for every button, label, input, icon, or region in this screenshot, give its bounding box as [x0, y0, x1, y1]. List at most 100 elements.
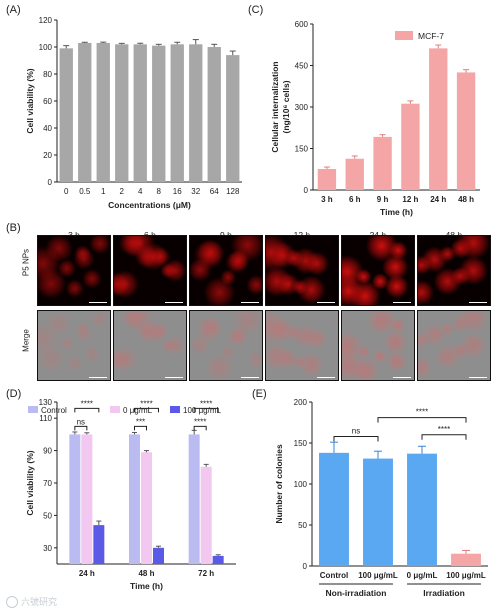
y-tick-label: 600: [295, 20, 309, 29]
significance-label: ns: [352, 426, 360, 435]
legend-label: 100 μg/mL: [183, 406, 222, 415]
significance-bracket: [193, 425, 207, 431]
significance-bracket: [333, 435, 379, 442]
bar: [317, 168, 337, 190]
y-axis-title-line1: Cellular internalization: [270, 61, 280, 152]
bar: [78, 42, 92, 183]
merge-image: [113, 310, 187, 381]
merge-image: [37, 310, 111, 381]
watermark-logo-icon: [6, 595, 18, 608]
x-tick-label: 9 h: [377, 195, 389, 204]
y-tick-label: 130: [39, 398, 53, 407]
bar: [96, 42, 110, 183]
scale-bar: [89, 302, 107, 303]
y-tick-label: 0: [303, 562, 308, 571]
fluorescence-image: [417, 235, 491, 306]
x-tick-label: 64: [210, 187, 219, 196]
x-tick-label: Control: [320, 571, 348, 580]
y-tick-label: 0: [48, 178, 53, 187]
significance-bracket: [134, 407, 159, 413]
bar: [345, 158, 364, 190]
bar: [153, 547, 164, 564]
significance-bracket: [193, 407, 219, 413]
y-tick-label: 300: [295, 103, 309, 112]
y-tick-label: 60: [43, 97, 52, 106]
bar: [170, 44, 184, 182]
x-tick-label: 2: [120, 187, 125, 196]
y-tick-label: 450: [295, 62, 309, 71]
x-tick-label: 32: [191, 187, 200, 196]
y-axis-title: Cell viability (%): [25, 450, 35, 515]
y-tick-label: 30: [43, 544, 52, 553]
bar: [319, 452, 349, 566]
x-tick-label: 3 h: [321, 195, 333, 204]
panel-letter-d: (D): [6, 388, 22, 400]
x-tick-label: 48 h: [138, 569, 154, 578]
bar: [189, 44, 203, 182]
legend-swatch: [395, 31, 413, 40]
y-tick-label: 20: [43, 151, 52, 160]
legend-label: Control: [41, 406, 67, 415]
y-tick-label: 50: [43, 511, 52, 520]
group-label: Irradiation: [423, 588, 465, 598]
bar: [212, 555, 224, 564]
legend-label: MCF-7: [418, 31, 444, 41]
bar: [81, 434, 93, 564]
significance-label: ****: [200, 399, 212, 408]
legend-swatch: [110, 406, 120, 413]
significance-label: ****: [81, 399, 93, 408]
y-tick-label: 50: [298, 521, 307, 530]
fluorescence-image: [189, 235, 263, 306]
y-axis-title-line2: (ng/10⁶ cells): [281, 80, 291, 133]
x-tick-label: 0.5: [79, 187, 91, 196]
x-axis-title: Concentrations (μM): [108, 200, 191, 210]
significance-label: ****: [140, 399, 152, 408]
y-tick-label: 100: [294, 480, 308, 489]
watermark: 六號研究: [6, 595, 57, 608]
y-tick-label: 0: [304, 186, 309, 195]
bar: [59, 48, 73, 182]
legend-swatch: [170, 406, 180, 413]
x-tick-label: 0 μg/mL: [407, 571, 438, 580]
y-tick-label: 120: [39, 16, 53, 25]
bar: [188, 434, 200, 564]
row-label-merge: Merge: [21, 329, 31, 352]
y-tick-label: 150: [295, 145, 309, 154]
significance-bracket: [377, 417, 467, 423]
watermark-text: 六號研究: [21, 597, 58, 607]
chart-e-colony-count: 0 50 100 150 200 Control 100 μg/mL 0 μg/mL 100 μ…: [274, 398, 488, 598]
chart-a-cell-viability-concentration: 0 20 40 60 80 100 120 0 0.5 1 2 4 8 16 32 64 128 Concentr…: [25, 16, 242, 210]
x-tick-label: 6 h: [349, 195, 361, 204]
significance-bracket: [134, 425, 147, 431]
panel-letter-c: (C): [248, 4, 264, 16]
panel-letter-b: (B): [6, 222, 21, 234]
x-tick-label: 24 h: [430, 195, 446, 204]
merge-image-row: [37, 310, 491, 381]
fluorescence-image-row: [37, 235, 491, 306]
x-tick-label: 100 μg/mL: [358, 571, 398, 580]
bar: [115, 44, 129, 182]
scale-bar: [469, 302, 487, 303]
panel-letter-a: (A): [6, 4, 21, 16]
y-axis-title: Number of colonies: [274, 444, 284, 524]
y-tick-label: 90: [43, 447, 52, 456]
significance-label: ***: [136, 417, 145, 426]
bar: [429, 48, 448, 191]
y-tick-label: 110: [39, 414, 52, 423]
fluorescence-image: [265, 235, 339, 306]
x-tick-label: 100 μg/mL: [446, 571, 486, 580]
legend-label: 0 μg/mL: [123, 406, 153, 415]
bar: [207, 47, 221, 182]
significance-bracket: [74, 407, 100, 413]
bar: [129, 434, 140, 564]
scale-bar: [165, 377, 183, 378]
scale-bar: [241, 377, 259, 378]
merge-image: [341, 310, 415, 381]
x-tick-label: 128: [226, 187, 240, 196]
y-axis-title: Cell viability (%): [25, 68, 35, 133]
scale-bar: [317, 377, 335, 378]
x-tick-label: 12 h: [402, 195, 418, 204]
bar: [226, 55, 240, 182]
y-tick-label: 80: [43, 70, 52, 79]
bar: [69, 434, 81, 564]
